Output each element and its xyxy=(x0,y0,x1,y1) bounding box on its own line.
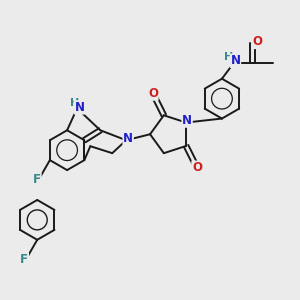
Text: F: F xyxy=(20,253,28,266)
Text: F: F xyxy=(33,172,41,186)
Text: O: O xyxy=(253,35,263,48)
Text: N: N xyxy=(74,101,85,114)
Text: N: N xyxy=(123,132,133,145)
Text: O: O xyxy=(148,87,158,100)
Text: N: N xyxy=(230,54,241,67)
Text: H: H xyxy=(224,52,233,62)
Text: O: O xyxy=(192,161,202,174)
Text: N: N xyxy=(182,114,192,127)
Text: H: H xyxy=(70,98,79,108)
